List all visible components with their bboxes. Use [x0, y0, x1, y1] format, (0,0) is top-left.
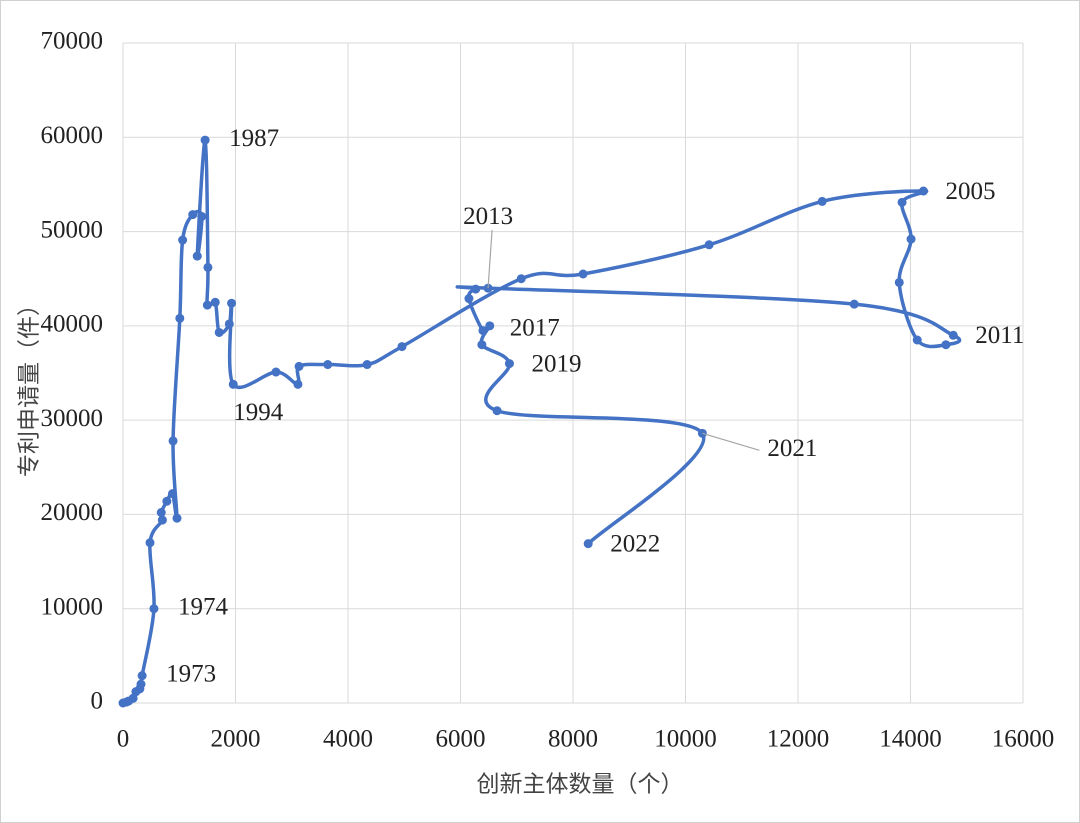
point — [849, 299, 859, 309]
point — [323, 360, 333, 370]
point — [145, 538, 155, 548]
point — [948, 330, 958, 340]
point — [157, 515, 167, 525]
point — [704, 240, 714, 250]
point — [197, 211, 207, 221]
point — [897, 197, 907, 207]
data-label: 2011 — [975, 322, 1024, 349]
point — [478, 326, 488, 336]
point — [485, 321, 495, 331]
data-label: 1994 — [233, 399, 284, 426]
label-leader — [702, 432, 760, 451]
y-tick-label: 70000 — [41, 28, 104, 55]
point — [894, 277, 904, 287]
point — [168, 489, 177, 499]
data-label: 2019 — [531, 350, 581, 377]
label-leader — [487, 230, 493, 289]
x-tick-label: 14000 — [879, 726, 942, 753]
data-label: 2017 — [510, 315, 560, 342]
x-tick-label: 12000 — [767, 726, 830, 753]
data-label: 1974 — [178, 593, 229, 620]
x-tick-label: 8000 — [548, 726, 598, 753]
point — [492, 406, 502, 416]
point — [162, 496, 172, 506]
y-tick-label: 20000 — [41, 499, 104, 526]
point — [477, 340, 487, 350]
point — [214, 327, 224, 337]
point — [906, 234, 916, 244]
point — [912, 335, 922, 345]
point — [397, 342, 407, 352]
point — [137, 671, 147, 681]
point — [172, 513, 182, 523]
point — [175, 313, 185, 323]
y-tick-label: 0 — [91, 688, 104, 715]
x-tick-label: 0 — [117, 726, 130, 753]
point — [149, 604, 159, 614]
y-axis-title: 专利申请量（件） — [17, 293, 43, 477]
point — [941, 340, 951, 350]
point — [228, 379, 238, 389]
point — [224, 319, 234, 329]
point — [271, 367, 281, 377]
y-tick-label: 40000 — [41, 311, 104, 338]
point — [362, 360, 372, 370]
point — [471, 284, 481, 294]
point — [578, 269, 588, 279]
point — [227, 298, 237, 308]
x-tick-label: 4000 — [323, 726, 373, 753]
x-axis-title: 创新主体数量（个） — [477, 772, 684, 798]
point — [203, 262, 213, 272]
point — [504, 359, 514, 369]
x-tick-label: 16000 — [992, 726, 1055, 753]
y-tick-label: 50000 — [41, 216, 104, 243]
data-label: 2013 — [463, 203, 513, 230]
x-tick-label: 6000 — [436, 726, 486, 753]
point — [516, 274, 526, 284]
y-tick-label: 10000 — [41, 593, 104, 620]
point — [178, 235, 188, 245]
x-tick-label: 2000 — [211, 726, 261, 753]
point — [200, 135, 210, 145]
point — [293, 379, 303, 389]
y-tick-label: 30000 — [41, 405, 104, 432]
data-label: 1987 — [229, 125, 279, 152]
point — [294, 361, 304, 371]
point — [188, 210, 198, 220]
x-tick-label: 10000 — [654, 726, 717, 753]
point — [202, 300, 212, 310]
point — [156, 508, 166, 518]
data-label: 2005 — [945, 178, 995, 205]
y-tick-label: 60000 — [41, 122, 104, 149]
point — [210, 297, 220, 307]
point — [817, 196, 827, 206]
point — [464, 294, 474, 304]
point — [918, 186, 928, 196]
data-label: 1973 — [166, 660, 216, 687]
data-label: 2022 — [610, 530, 660, 557]
point — [136, 679, 146, 689]
data-label: 2021 — [767, 435, 817, 462]
point — [192, 251, 202, 261]
point — [583, 539, 593, 549]
point — [168, 436, 178, 446]
